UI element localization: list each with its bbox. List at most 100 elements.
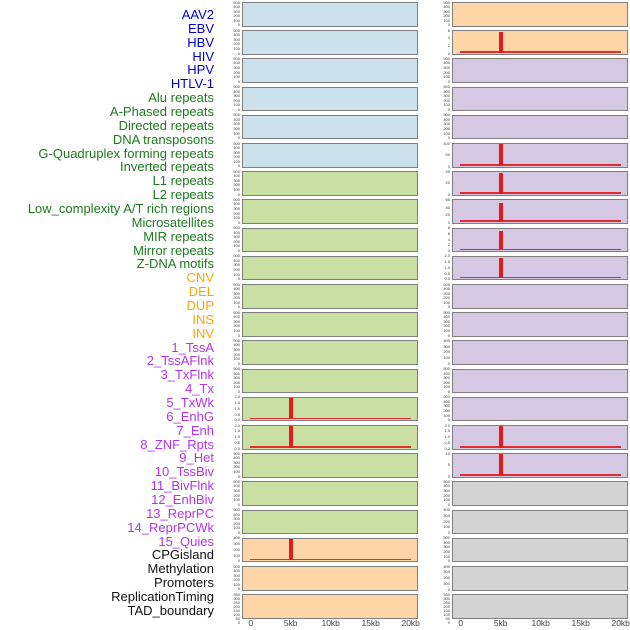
track-panel xyxy=(452,537,628,563)
y-tick-label: 100 xyxy=(443,524,450,530)
y-tick-label: 400 xyxy=(443,88,450,94)
y-tick-labels: 500 400 300 200 100 0 xyxy=(431,113,450,140)
y-tick-label: 300 xyxy=(233,459,240,465)
y-tick-label: 40 xyxy=(445,168,450,174)
y-tick-label: 400 xyxy=(233,229,240,235)
track-panel xyxy=(452,481,628,506)
y-tick-label: 0 xyxy=(447,219,450,225)
y-tick-label: 50 xyxy=(445,152,450,157)
y-tick-label: 200 xyxy=(443,295,450,301)
y-tick-label: 400 xyxy=(233,535,240,541)
track-label: DNA transposons xyxy=(112,131,214,147)
y-tick-label: 100 xyxy=(443,17,450,23)
track-label: Directed repeats xyxy=(118,117,214,133)
y-tick-label: 200 xyxy=(233,41,240,47)
y-tick-labels: 500 400 300 200 100 0 xyxy=(221,226,240,253)
y-tick-label: 300 xyxy=(233,488,240,494)
track-label: DEL xyxy=(188,284,214,300)
y-tick-label: 100 xyxy=(443,412,450,418)
track-label: Z-DNA motifs xyxy=(136,256,214,272)
y-tick-label: 500 xyxy=(233,0,240,5)
y-tick-label: 200 xyxy=(443,492,450,498)
y-tick-label: 400 xyxy=(233,60,240,66)
y-tick-label: 500 xyxy=(443,535,450,541)
baseline-line xyxy=(460,248,621,251)
track-label: A-Phased repeats xyxy=(109,103,214,119)
y-tick-label: 500 xyxy=(443,478,450,484)
y-tick-label: 500 xyxy=(233,478,240,484)
y-tick-labels: 10 5 0 xyxy=(431,451,450,479)
x-tick-label: 20kb xyxy=(401,618,420,628)
y-tick-label: 300 xyxy=(233,290,240,296)
y-tick-label: 200 xyxy=(443,379,450,385)
y-tick-label: 500 xyxy=(233,507,240,513)
baseline-line xyxy=(460,220,621,222)
baseline-line xyxy=(250,417,411,420)
track-label: ReplicationTiming xyxy=(111,588,214,604)
y-tick-label: 400 xyxy=(233,568,240,574)
y-tick-label: 300 xyxy=(233,347,240,353)
y-tick-label: 400 xyxy=(443,563,450,569)
y-tick-label: 500 xyxy=(443,366,450,372)
y-tick-label: 400 xyxy=(443,483,450,489)
y-tick-label: 100 xyxy=(233,384,240,390)
track-label: L2 repeats xyxy=(152,187,214,203)
y-tick-label: 200 xyxy=(233,97,240,103)
y-tick-label: 300 xyxy=(443,569,450,575)
y-tick-label: 0.5 xyxy=(234,411,240,417)
y-tick-label: 500 xyxy=(443,309,450,315)
track-panel xyxy=(452,340,628,365)
y-tick-label: 0 xyxy=(237,248,240,254)
y-tick-label: 300 xyxy=(443,8,450,14)
y-tick-label: 400 xyxy=(233,145,240,151)
y-tick-label: 300 xyxy=(443,318,450,324)
y-tick-label: 400 xyxy=(443,286,450,292)
y-tick-label: 400 xyxy=(233,201,240,207)
x-tick-label: 20kb xyxy=(611,618,630,628)
track-panel xyxy=(242,368,418,394)
y-tick-label: 100 xyxy=(443,140,450,146)
y-tick-label: 100 xyxy=(443,299,450,305)
track-label: Low_complexity A/T rich regions xyxy=(27,200,214,216)
y-tick-label: 0 xyxy=(447,389,450,395)
track-label: HTLV-1 xyxy=(170,76,214,92)
y-tick-label: 500 xyxy=(443,281,450,287)
track-panel xyxy=(452,368,628,394)
track-panel xyxy=(452,396,628,422)
y-tick-label: 400 xyxy=(233,370,240,376)
y-tick-label: 200 xyxy=(233,603,240,609)
y-tick-label: 500 xyxy=(233,309,240,315)
y-tick-label: 500 xyxy=(233,55,240,61)
y-tick-label: 500 xyxy=(233,84,240,90)
y-tick-label: 0 xyxy=(237,530,240,536)
track-label: EBV xyxy=(187,20,214,36)
y-tick-labels: 500 400 300 200 100 0 xyxy=(221,338,240,366)
x-tick-label: 15kb xyxy=(571,618,590,628)
y-tick-label: 100 xyxy=(443,355,450,361)
y-tick-label: 0.0 xyxy=(234,417,240,423)
y-tick-label: 500 xyxy=(233,112,240,118)
y-tick-label: 1.5 xyxy=(234,428,240,434)
baseline-line xyxy=(250,446,411,448)
track-panel xyxy=(242,594,418,619)
spike-bar xyxy=(499,257,503,279)
spike-bar xyxy=(499,231,503,251)
y-tick-label: 400 xyxy=(443,4,450,10)
y-tick-label: 5 xyxy=(447,462,450,468)
track-label: AAV2 xyxy=(181,7,214,22)
track-label: 1_TssA xyxy=(171,339,214,355)
y-tick-label: 0.0 xyxy=(444,445,450,451)
y-tick-labels: 500 400 300 200 100 0 xyxy=(221,55,240,84)
y-tick-label: 40 xyxy=(445,204,450,210)
track-label: 4_Tx xyxy=(185,381,214,397)
y-tick-label: 500 xyxy=(233,563,240,569)
y-tick-label: 200 xyxy=(233,154,240,160)
y-tick-labels: 500 400 300 200 100 0 xyxy=(221,451,240,479)
y-tick-label: 2.0 xyxy=(234,394,240,400)
y-tick-label: 400 xyxy=(443,507,450,513)
y-tick-label: 60 xyxy=(445,196,450,202)
y-tick-label: 0 xyxy=(237,304,240,310)
y-tick-label: 400 xyxy=(233,342,240,348)
y-tick-labels: 2.0 1.5 1.0 0.5 0.0 xyxy=(431,423,450,451)
y-tick-labels: 500 400 300 200 100 0 xyxy=(221,0,240,28)
